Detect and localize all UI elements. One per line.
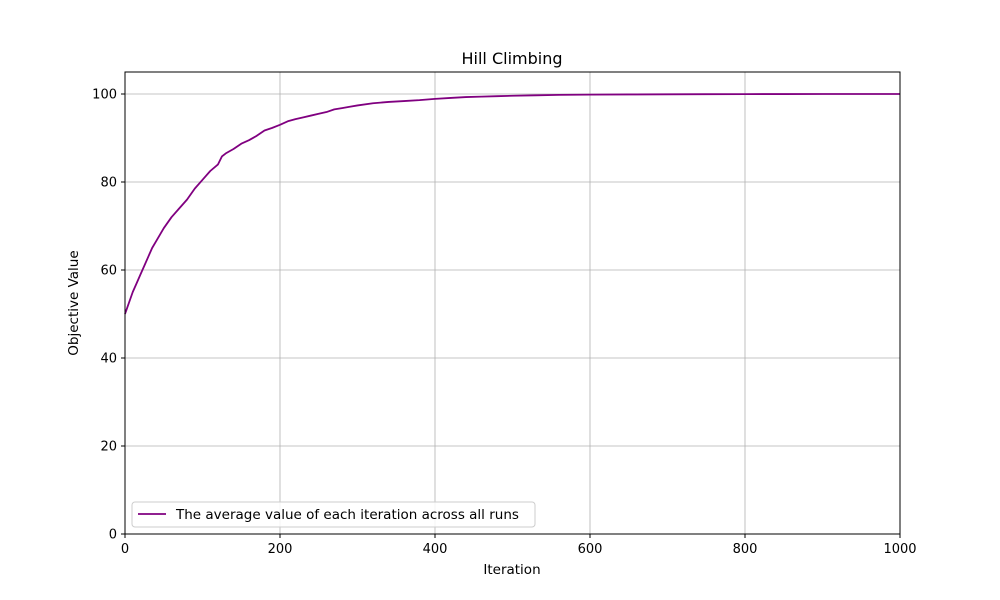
x-tick-label: 0: [121, 542, 129, 557]
x-tick-label: 1000: [883, 542, 916, 557]
y-tick-label: 20: [100, 440, 117, 455]
plot-frame: [124, 71, 901, 535]
legend-label: The average value of each iteration acro…: [175, 507, 519, 523]
series-line-0: [124, 93, 900, 315]
y-tick-label: 0: [109, 528, 117, 543]
y-tick-label: 80: [100, 176, 117, 191]
y-tick-label: 100: [92, 88, 117, 103]
x-axis-label: Iteration: [483, 562, 540, 578]
x-tick-label: 600: [578, 542, 603, 557]
legend: The average value of each iteration acro…: [131, 501, 536, 528]
y-axis: 0 20 40 60 80 100: [92, 88, 125, 543]
legend-box: [131, 501, 536, 528]
line-layer: [124, 93, 900, 315]
x-axis: 0 200 400 600 800 1000: [121, 534, 917, 557]
x-tick-label: 800: [733, 542, 758, 557]
y-tick-label: 40: [100, 352, 117, 367]
chart-title: Hill Climbing: [462, 49, 563, 68]
x-tick-label: 400: [423, 542, 448, 557]
y-tick-label: 60: [100, 264, 117, 279]
x-tick-label: 200: [268, 542, 293, 557]
y-axis-label: Objective Value: [66, 250, 82, 355]
grid: [124, 72, 901, 535]
